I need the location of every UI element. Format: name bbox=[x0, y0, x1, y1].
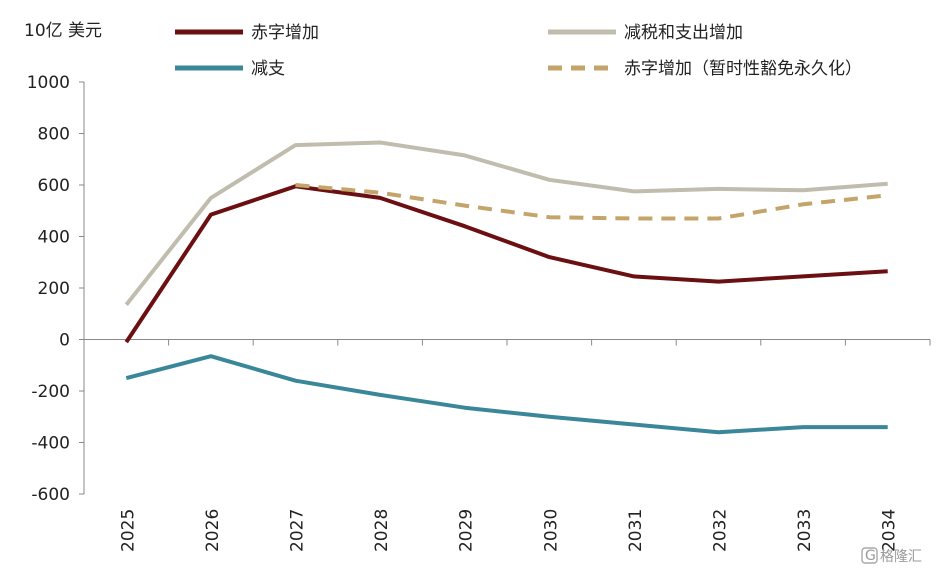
legend-label-2: 减支 bbox=[251, 59, 285, 79]
svg-text:G: G bbox=[865, 548, 876, 564]
x-tick-label: 2031 bbox=[626, 509, 646, 552]
x-tick-label: 2032 bbox=[711, 509, 731, 552]
y-tick-label: -200 bbox=[31, 382, 70, 402]
x-tick-label: 2025 bbox=[118, 509, 138, 552]
y-tick-label: 200 bbox=[38, 279, 70, 299]
y-tick-label: -400 bbox=[31, 434, 70, 454]
x-tick-label: 2030 bbox=[541, 509, 561, 552]
x-tick-label: 2029 bbox=[457, 509, 477, 552]
y-tick-label: -600 bbox=[31, 485, 70, 505]
legend-label-0: 赤字增加 bbox=[251, 23, 319, 43]
x-tick-label: 2026 bbox=[203, 509, 223, 552]
legend-label-3: 赤字增加（暂时性豁免永久化） bbox=[624, 59, 862, 79]
y-axis-ticks: 1000 800 600 400 200 0 -200 -400 -600 bbox=[27, 73, 84, 505]
x-tick-label: 2034 bbox=[880, 509, 900, 552]
series-line-2 bbox=[125, 354, 888, 435]
unit-label: 10亿 美元 bbox=[24, 21, 102, 41]
x-tick-label: 2027 bbox=[288, 509, 308, 552]
series-line-0 bbox=[124, 184, 888, 344]
watermark: G 格隆汇 bbox=[861, 547, 922, 565]
y-tick-label: 600 bbox=[38, 176, 70, 196]
y-tick-label: 800 bbox=[38, 125, 70, 145]
series-group bbox=[124, 140, 888, 435]
series-line-1 bbox=[124, 140, 888, 306]
y-tick-label: 400 bbox=[38, 228, 70, 248]
x-axis-ticks: 2025 2026 2027 2028 2029 2030 2031 2032 2033 2034 bbox=[83, 339, 931, 552]
watermark-text: 格隆汇 bbox=[880, 549, 922, 565]
series-line-3 bbox=[295, 183, 888, 221]
x-tick-label: 2028 bbox=[372, 509, 392, 552]
y-tick-label: 0 bbox=[59, 331, 70, 351]
y-tick-label: 1000 bbox=[27, 73, 70, 93]
gelonghui-logo-icon: G bbox=[861, 547, 878, 564]
x-tick-label: 2033 bbox=[795, 509, 815, 552]
legend-label-1: 减税和支出增加 bbox=[624, 23, 743, 43]
